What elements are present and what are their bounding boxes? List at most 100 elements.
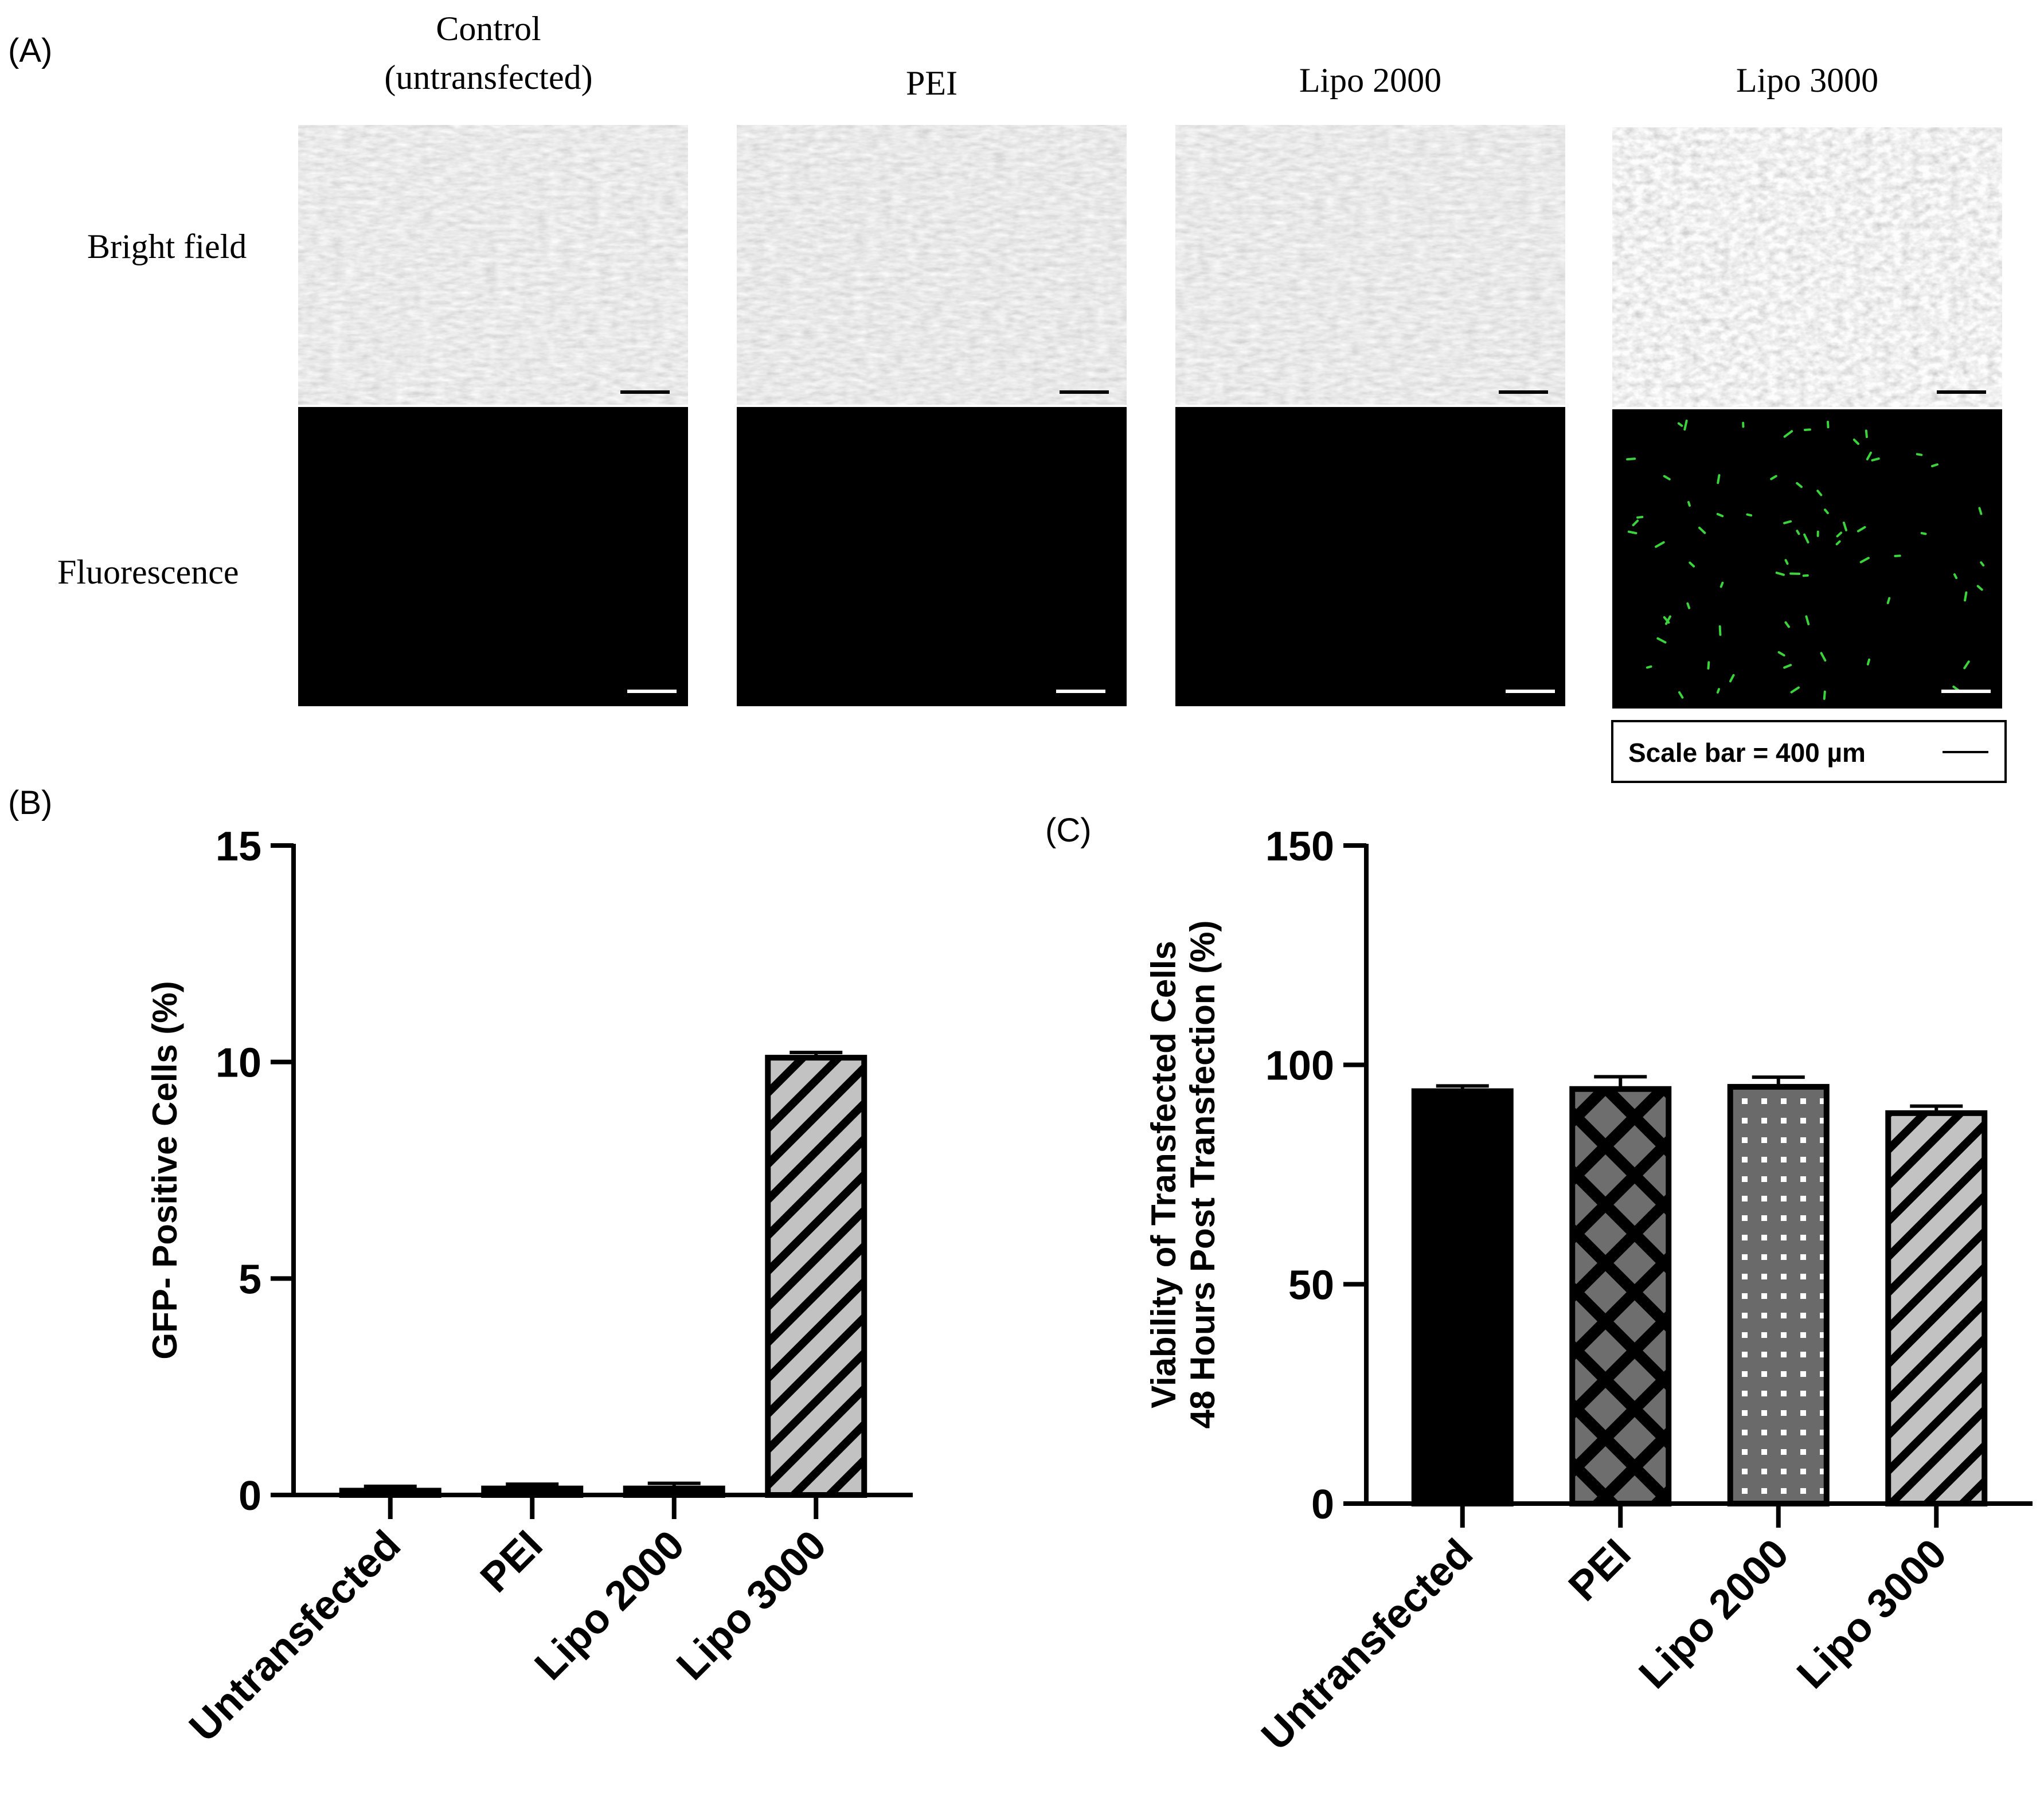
gfp-cell <box>1963 660 1970 670</box>
gfp-cell <box>1824 508 1829 515</box>
gfp-cell <box>1729 674 1735 683</box>
fluorescence-lipo2000-image <box>1175 407 1565 706</box>
x-tick-label: Lipo 3000 <box>1788 1531 1955 1697</box>
gfp-cell <box>1857 526 1866 533</box>
gfp-cell <box>1836 531 1843 538</box>
gfp-cell <box>1718 625 1722 636</box>
bright-field-lipo3000-image <box>1612 127 2002 407</box>
panel-label-a: (A) <box>8 32 52 69</box>
gfp-cell <box>1716 512 1724 518</box>
column-title-lipo3000: Lipo 3000 <box>1736 61 1878 99</box>
fluorescence-pei-image <box>737 407 1127 706</box>
gfp-cell <box>1859 557 1870 563</box>
gfp-cell <box>1805 615 1810 625</box>
bar-pei <box>1569 1086 1672 1506</box>
y-axis-label: GFP- Positive Cells (%) <box>146 981 184 1359</box>
x-tick-label: Untransfected <box>181 1522 409 1751</box>
gfp-cell <box>1655 541 1665 548</box>
gfp-cell <box>1823 690 1826 700</box>
y-tick-label: 10 <box>216 1040 261 1086</box>
gfp-cell <box>1978 507 1983 515</box>
gfp-cell <box>1719 581 1724 588</box>
gfp-cell <box>1677 422 1683 427</box>
scale-bar-label: Scale bar = 400 µm <box>1628 738 1866 768</box>
gfp-cell <box>1775 572 1785 576</box>
y-axis-label-line: Viability of Transfected Cells <box>1144 941 1183 1408</box>
y-tick-label: 15 <box>216 824 261 870</box>
gfp-cell <box>1816 490 1823 496</box>
panel-label-b: (B) <box>8 784 52 821</box>
gfp-cell <box>1627 530 1637 535</box>
bar-lipo-2000 <box>1727 1083 1830 1506</box>
y-tick-label: 0 <box>239 1473 261 1519</box>
x-tick-label: Lipo 2000 <box>1631 1531 1797 1697</box>
y-tick-label: 5 <box>239 1257 261 1302</box>
gfp-cell <box>1952 685 1960 691</box>
gfp-cell <box>1820 652 1827 662</box>
chart-c-viability: 0 50 100 150 Viability of Transfected Cells 4… <box>1144 824 2033 1759</box>
column-title-control: Control <box>436 10 541 48</box>
column-title-control-sub: (untransfected) <box>384 58 592 96</box>
gfp-cell <box>1686 602 1691 609</box>
gfp-cell <box>1636 515 1644 519</box>
fluorescence-control-image <box>298 407 688 706</box>
bar-untransfected <box>339 1488 441 1498</box>
y-tick-label: 50 <box>1288 1262 1334 1308</box>
gfp-cell <box>1953 573 1958 580</box>
x-tick-label: Untransfected <box>1253 1531 1482 1759</box>
gfp-cell <box>1632 519 1639 527</box>
gfp-cell <box>1866 451 1872 461</box>
bright-field-pei-image <box>737 125 1127 405</box>
panel-label-c: (C) <box>1045 812 1092 849</box>
row-title-bright-field: Bright field <box>87 228 247 265</box>
y-axis-label-line: 48 Hours Post Transfection (%) <box>1183 921 1222 1429</box>
column-title-pei: PEI <box>906 64 957 102</box>
gfp-cell <box>1980 561 1985 567</box>
column-title-lipo2000: Lipo 2000 <box>1299 61 1441 99</box>
gfp-cell <box>1920 532 1927 535</box>
gfp-cell <box>1663 475 1671 480</box>
gfp-cell <box>1784 559 1789 565</box>
gfp-cell <box>1790 686 1800 694</box>
x-tick-label: Lipo 3000 <box>668 1522 835 1689</box>
gfp-cell <box>1678 691 1684 699</box>
gfp-cell <box>1783 520 1792 525</box>
row-title-fluorescence: Fluorescence <box>57 553 239 591</box>
gfp-cell <box>1689 561 1695 568</box>
gfp-cell <box>1835 540 1841 546</box>
gfp-cell <box>1646 665 1652 669</box>
bar-lipo-3000 <box>1885 1110 1988 1507</box>
x-tick-label: Lipo 2000 <box>526 1522 693 1689</box>
gfp-cell <box>1886 597 1891 604</box>
gfp-cell <box>1796 482 1803 488</box>
gfp-cell <box>1930 463 1939 468</box>
y-tick-label: 150 <box>1265 824 1334 870</box>
gfp-cell <box>1783 664 1792 669</box>
gfp-cell <box>1916 453 1923 456</box>
gfp-cell <box>1865 429 1868 439</box>
x-tick-label: PEI <box>472 1522 552 1602</box>
bar-lipo-2000 <box>623 1485 725 1498</box>
bright-field-control-image <box>298 125 688 405</box>
gfp-cell <box>1770 475 1777 480</box>
gfp-cell <box>1717 474 1721 484</box>
gfp-cell <box>1698 526 1706 534</box>
x-tick-label: PEI <box>1560 1531 1640 1610</box>
gfp-cell <box>1716 688 1721 694</box>
gfp-cell <box>1842 521 1847 531</box>
gfp-cell <box>1804 428 1811 432</box>
gfp-cell <box>1853 439 1859 445</box>
bar-untransfected <box>1411 1088 1514 1506</box>
gfp-cell <box>1663 616 1670 624</box>
gfp-cell <box>1687 501 1691 507</box>
scale-bar-legend: Scale bar = 400 µm <box>1611 720 2007 783</box>
gfp-cell <box>1803 533 1809 544</box>
gfp-cells <box>1626 420 1985 700</box>
gfp-cell <box>1683 420 1688 431</box>
gfp-cell <box>1964 591 1968 602</box>
gfp-cell <box>1784 621 1790 628</box>
gfp-cell <box>1656 637 1667 644</box>
gfp-cell <box>1871 457 1880 461</box>
y-tick-label: 100 <box>1265 1043 1334 1089</box>
